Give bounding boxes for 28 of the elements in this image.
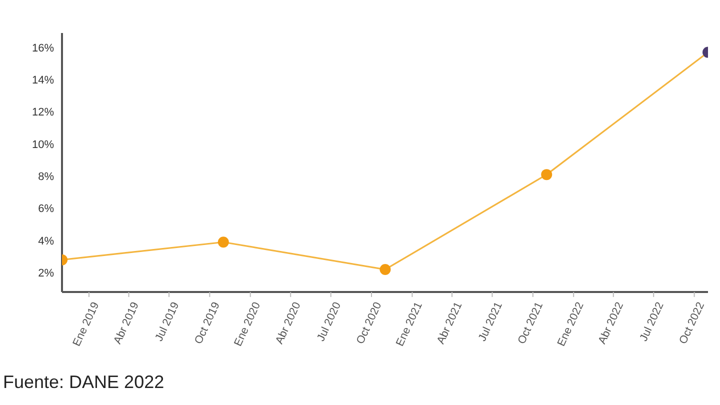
x-tick-label: Abr 2019 (112, 300, 142, 346)
x-tick-label: Abr 2021 (434, 300, 465, 346)
y-tick-label: 8% (38, 171, 54, 184)
x-tick-label: Ene 2019 (70, 300, 102, 348)
y-tick-label: 10% (32, 138, 54, 151)
x-tick-label: Abr 2022 (596, 300, 626, 346)
x-tick-label: Jul 2022 (638, 300, 666, 344)
x-tick-label: Oct 2020 (354, 300, 384, 346)
x-tick-label: Jul 2019 (153, 300, 182, 344)
x-tick-label: Jul 2020 (315, 300, 344, 344)
x-tick-label: Ene 2021 (394, 300, 425, 348)
x-tick-label: Oct 2019 (192, 300, 222, 346)
x-tick-label: Abr 2020 (274, 300, 304, 346)
point (218, 236, 229, 248)
y-tick-label: 12% (32, 106, 54, 119)
y-tick-label: 6% (38, 203, 54, 216)
y-tick-label: 14% (32, 74, 54, 86)
x-tick-label: Ene 2020 (232, 300, 264, 348)
y-tick-label: 2% (38, 268, 54, 280)
x-tick-label: Oct 2021 (516, 300, 546, 346)
x-tick-label: Oct 2022 (677, 300, 707, 346)
source-note: Fuente: DANE 2022 (3, 372, 164, 393)
y-tick-label: 4% (38, 235, 54, 248)
point (541, 169, 552, 180)
x-tick-label: Ene 2022 (555, 300, 586, 348)
point (380, 264, 391, 275)
y-tick-label: 16% (32, 42, 54, 54)
x-tick-label: Jul 2021 (476, 300, 505, 344)
